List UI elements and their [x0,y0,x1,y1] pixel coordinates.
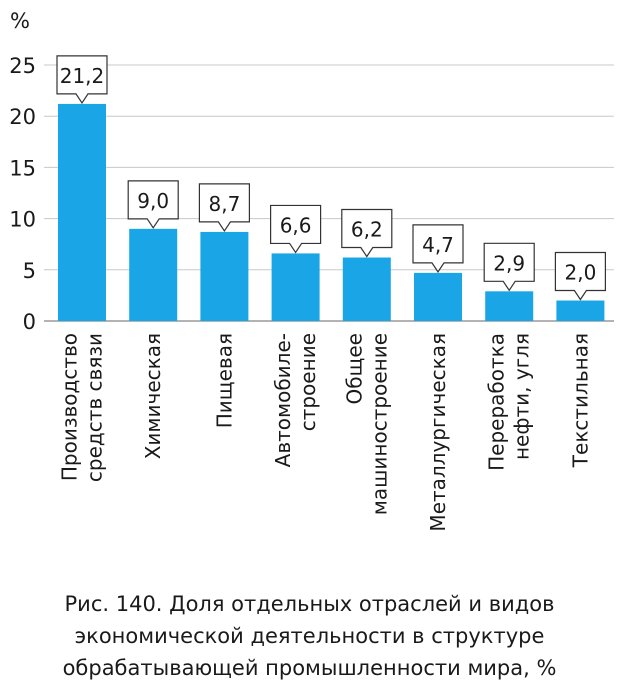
bar [129,228,178,321]
y-axis-unit-label: % [10,9,30,33]
data-label-box [270,204,322,254]
data-label-box [127,180,179,229]
y-tick-label: 20 [9,105,36,129]
x-tick-label-line: Производство [58,333,82,481]
x-tick-label: Автомобиле-строение [271,333,320,467]
y-tick-label: 25 [9,54,36,78]
x-axis-labels: Производство средств связи Химическая Пищев… [58,333,593,532]
data-label-box [341,208,393,258]
y-axis-ticks: 0 5 10 15 20 25 [9,54,36,334]
x-tick-label: Химическая [141,333,165,459]
x-tick-label: Общее машиностроение [342,333,391,515]
bars [58,103,605,321]
y-tick-label: 10 [9,208,36,232]
data-label: 2,9 [493,251,525,275]
data-label: 21,2 [60,64,105,88]
x-tick-label: Переработка нефти, угля [485,333,534,471]
figure-caption: Рис. 140. Доля отдельных отраслей и видо… [0,588,619,684]
bar [342,257,391,321]
y-tick-label: 5 [23,259,36,283]
x-tick-label-line: Текстильная [568,333,592,468]
data-label: 9,0 [137,189,169,213]
y-tick-label: 15 [9,156,36,180]
data-label: 4,7 [422,233,454,257]
x-tick-label-line: Общее [342,333,366,405]
data-label: 6,2 [351,218,383,242]
caption-line-2: экономической деятельности в структуре [74,624,545,648]
x-tick-label-line: нефти, угля [510,333,534,460]
bar [200,231,249,321]
data-label-box [56,55,108,104]
x-tick-label: Металлургическая [426,333,450,532]
x-tick-label-line: Химическая [141,333,165,459]
data-label-box [483,242,535,292]
caption-line-3: обрабатывающей промышленности мира, % [62,656,557,680]
bar [556,300,605,321]
data-label: 6,6 [280,213,312,237]
caption-line-1: Рис. 140. Доля отдельных отраслей и видо… [64,592,555,616]
x-tick-label-line: Пищевая [212,333,236,428]
data-label-box [412,224,464,273]
bar [485,291,534,321]
x-tick-label: Пищевая [212,333,236,428]
data-label-box [198,183,250,232]
x-tick-label-line: строение [296,333,320,431]
x-tick-label-line: Металлургическая [426,333,450,532]
y-tick-label: 0 [23,310,36,334]
x-tick-label-line: Переработка [485,333,509,471]
x-tick-label-line: машиностроение [367,333,391,515]
data-labels: 21,2 9,0 8,7 6,6 6,2 4,7 2,9 2,0 [56,55,607,301]
x-tick-label-line: Автомобиле- [271,333,295,467]
data-label: 8,7 [208,192,240,216]
x-tick-label: Текстильная [568,333,592,468]
data-label-box [554,251,607,301]
x-tick-label-line: средств связи [83,333,107,482]
bar [414,272,462,321]
bar [271,253,320,321]
data-label: 2,0 [564,261,596,285]
bar-chart: % 0 5 10 15 20 25 21,2 9,0 8,7 6,6 6,2 4,7 2,9 2,0 П… [9,9,614,532]
bar [58,103,106,321]
x-tick-label: Производство средств связи [58,333,107,482]
